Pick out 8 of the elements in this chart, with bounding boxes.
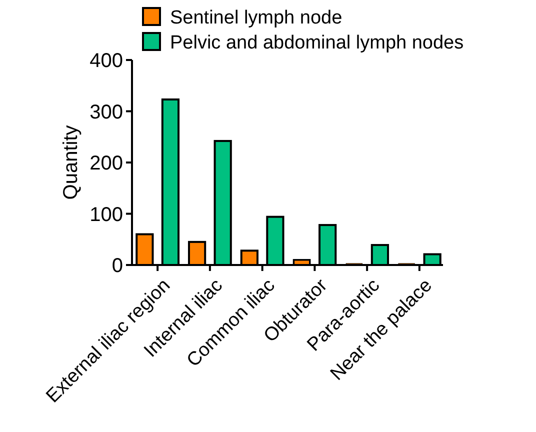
y-axis-title: Quantity — [60, 125, 82, 200]
y-tick-label: 100 — [90, 204, 123, 226]
y-tick-label: 400 — [90, 50, 123, 72]
legend-label: Pelvic and abdominal lymph nodes — [170, 32, 464, 54]
y-tick-label: 0 — [112, 255, 123, 277]
y-tick-label: 200 — [90, 152, 123, 174]
legend-label: Sentinel lymph node — [170, 8, 342, 29]
y-tick-label: 300 — [90, 101, 123, 124]
